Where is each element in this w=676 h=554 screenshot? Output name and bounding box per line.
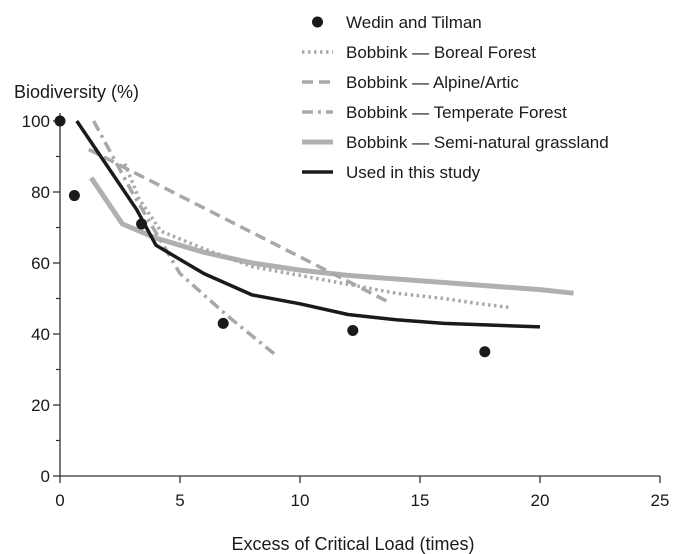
data-point-wedin-tilman (136, 218, 148, 230)
series-line-4 (89, 176, 574, 296)
y-tick-label: 20 (31, 396, 50, 415)
data-point-wedin-tilman (347, 324, 359, 336)
legend-marker (312, 16, 323, 28)
x-tick-label: 10 (291, 491, 310, 510)
series-line-2 (88, 147, 390, 304)
series-line-3 (92, 120, 278, 357)
legend: Wedin and Tilman Bobbink — Boreal Forest B… (302, 13, 609, 182)
data-point-wedin-tilman (68, 190, 80, 202)
series-layer (54, 115, 574, 358)
legend-label: Bobbink — Alpine/Artic (346, 73, 519, 92)
y-axis-title: Biodiversity (%) (14, 82, 139, 102)
series-line-1 (123, 162, 510, 310)
x-tick-label: 15 (411, 491, 430, 510)
legend-label: Bobbink — Boreal Forest (346, 43, 536, 62)
y-tick-label: 80 (31, 183, 50, 202)
data-point-wedin-tilman (54, 115, 66, 127)
y-tick-label: 40 (31, 325, 50, 344)
legend-label: Wedin and Tilman (346, 13, 482, 32)
axes: 0 20 40 60 80 100 0 5 10 15 20 25 (22, 112, 670, 510)
y-tick-label: 100 (22, 112, 50, 131)
legend-label: Bobbink — Temperate Forest (346, 103, 567, 122)
y-tick-label: 0 (41, 467, 50, 486)
x-tick-label: 25 (651, 491, 670, 510)
y-tick-label: 60 (31, 254, 50, 273)
legend-label: Bobbink — Semi-natural grassland (346, 133, 609, 152)
legend-label: Used in this study (346, 163, 481, 182)
data-point-wedin-tilman (479, 346, 491, 358)
data-point-wedin-tilman (217, 317, 229, 329)
x-tick-label: 20 (531, 491, 550, 510)
x-tick-label: 0 (55, 491, 64, 510)
series-line-5 (75, 120, 541, 329)
x-axis-title: Excess of Critical Load (times) (231, 534, 474, 554)
x-tick-label: 5 (175, 491, 184, 510)
